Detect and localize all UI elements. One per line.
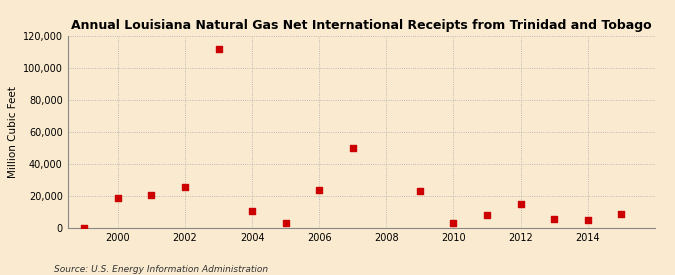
- Y-axis label: Million Cubic Feet: Million Cubic Feet: [9, 86, 18, 178]
- Point: [213, 46, 224, 51]
- Point: [414, 189, 425, 194]
- Point: [583, 218, 593, 222]
- Point: [481, 213, 492, 218]
- Point: [79, 226, 90, 230]
- Point: [146, 192, 157, 197]
- Point: [348, 146, 358, 150]
- Text: Source: U.S. Energy Information Administration: Source: U.S. Energy Information Administ…: [54, 265, 268, 274]
- Point: [448, 221, 459, 226]
- Point: [246, 208, 257, 213]
- Point: [280, 221, 291, 226]
- Point: [616, 212, 626, 216]
- Point: [314, 188, 325, 192]
- Point: [180, 184, 190, 189]
- Point: [515, 202, 526, 206]
- Title: Annual Louisiana Natural Gas Net International Receipts from Trinidad and Tobago: Annual Louisiana Natural Gas Net Interna…: [71, 19, 651, 32]
- Point: [113, 196, 124, 200]
- Point: [549, 216, 560, 221]
